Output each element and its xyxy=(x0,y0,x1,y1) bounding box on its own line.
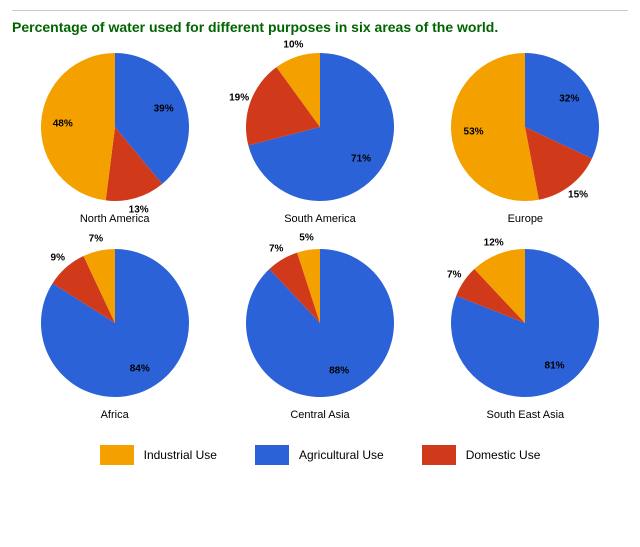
pie-wrap: 71%19%10% xyxy=(240,47,400,207)
region-name: Africa xyxy=(101,409,129,421)
legend-item-industrial: Industrial Use xyxy=(100,445,217,465)
legend-item-agricultural: Agricultural Use xyxy=(255,445,384,465)
pie-chart xyxy=(240,243,400,403)
pie-label-industrial: 10% xyxy=(283,40,303,51)
pie-label-domestic: 19% xyxy=(229,92,249,103)
region-name: South East Asia xyxy=(486,409,564,421)
region-name: South America xyxy=(284,213,356,225)
pie-grid: 39%13%48%North America71%19%10%South Ame… xyxy=(12,47,628,421)
pie-label-industrial: 12% xyxy=(484,238,504,249)
pie-label-agricultural: 32% xyxy=(559,94,579,105)
top-rule xyxy=(12,10,628,11)
pie-wrap: 84%9%7% xyxy=(35,243,195,403)
pie-chart xyxy=(35,243,195,403)
legend-label: Industrial Use xyxy=(144,448,217,462)
chart-cell: 81%7%12%South East Asia xyxy=(423,243,628,421)
pie-wrap: 81%7%12% xyxy=(445,243,605,403)
pie-label-agricultural: 84% xyxy=(130,363,150,374)
pie-label-industrial: 7% xyxy=(89,234,103,245)
pie-label-domestic: 15% xyxy=(568,189,588,200)
legend-label: Domestic Use xyxy=(466,448,541,462)
chart-cell: 88%7%5%Central Asia xyxy=(217,243,422,421)
legend-label: Agricultural Use xyxy=(299,448,384,462)
pie-chart xyxy=(445,243,605,403)
pie-label-domestic: 7% xyxy=(447,269,461,280)
pie-wrap: 32% 15% 53% xyxy=(445,47,605,207)
pie-label-agricultural: 88% xyxy=(329,366,349,377)
legend-swatch-domestic xyxy=(422,445,456,465)
legend-item-domestic: Domestic Use xyxy=(422,445,541,465)
pie-chart xyxy=(240,47,400,207)
figure-frame: Percentage of water used for different p… xyxy=(0,10,640,547)
chart-cell: 32% 15% 53% Europe xyxy=(423,47,628,225)
pie-label-domestic: 7% xyxy=(269,243,283,254)
pie-label-industrial: 53% xyxy=(464,126,484,137)
chart-cell: 39%13%48%North America xyxy=(12,47,217,225)
chart-cell: 71%19%10% South America xyxy=(217,47,422,225)
pie-label-agricultural: 71% xyxy=(351,153,371,164)
pie-label-industrial: 5% xyxy=(299,233,313,244)
pie-label-domestic: 9% xyxy=(51,253,65,264)
chart-cell: 84%9%7%Africa xyxy=(12,243,217,421)
pie-wrap: 39%13%48% xyxy=(35,47,195,207)
legend-swatch-industrial xyxy=(100,445,134,465)
legend-swatch-agricultural xyxy=(255,445,289,465)
pie-label-agricultural: 81% xyxy=(545,361,565,372)
chart-title: Percentage of water used for different p… xyxy=(12,19,628,35)
pie-wrap: 88%7%5% xyxy=(240,243,400,403)
pie-label-industrial: 48% xyxy=(53,118,73,129)
pie-label-domestic: 13% xyxy=(129,204,149,215)
pie-label-agricultural: 39% xyxy=(154,104,174,115)
legend: Industrial Use Agricultural Use Domestic U… xyxy=(0,445,640,465)
region-name: Central Asia xyxy=(290,409,349,421)
region-name: Europe xyxy=(508,213,543,225)
